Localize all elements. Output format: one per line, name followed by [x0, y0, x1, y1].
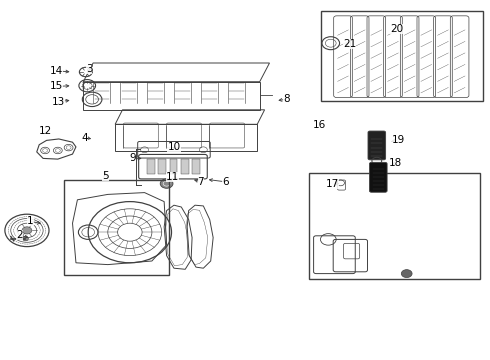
Text: 6: 6: [222, 177, 229, 187]
Text: 2: 2: [16, 230, 23, 240]
FancyBboxPatch shape: [368, 131, 386, 160]
Circle shape: [22, 227, 32, 234]
Text: 4: 4: [81, 132, 88, 143]
Text: 19: 19: [392, 135, 406, 145]
Bar: [192, 159, 200, 174]
Text: 7: 7: [197, 177, 204, 187]
Bar: [170, 159, 177, 174]
Text: 9: 9: [129, 153, 136, 163]
Text: 8: 8: [283, 94, 290, 104]
Bar: [309, 173, 480, 279]
Text: 5: 5: [102, 171, 109, 181]
Circle shape: [160, 179, 173, 188]
Text: 1: 1: [27, 216, 34, 226]
Text: 20: 20: [391, 24, 403, 34]
Text: 15: 15: [50, 81, 64, 91]
Text: 13: 13: [52, 96, 66, 107]
Text: 11: 11: [166, 172, 179, 182]
Text: 21: 21: [343, 39, 357, 49]
Bar: [147, 159, 155, 174]
Text: 18: 18: [389, 158, 403, 168]
Bar: [64, 180, 169, 275]
Circle shape: [23, 237, 28, 241]
Circle shape: [401, 270, 412, 278]
Text: 14: 14: [50, 66, 64, 76]
Bar: [321, 11, 483, 101]
Text: 10: 10: [168, 142, 180, 152]
Bar: [158, 159, 166, 174]
Text: 17: 17: [325, 179, 339, 189]
Text: 16: 16: [313, 120, 326, 130]
Text: 3: 3: [86, 64, 93, 74]
Text: 12: 12: [38, 126, 52, 136]
FancyBboxPatch shape: [369, 162, 387, 192]
Bar: [181, 159, 189, 174]
